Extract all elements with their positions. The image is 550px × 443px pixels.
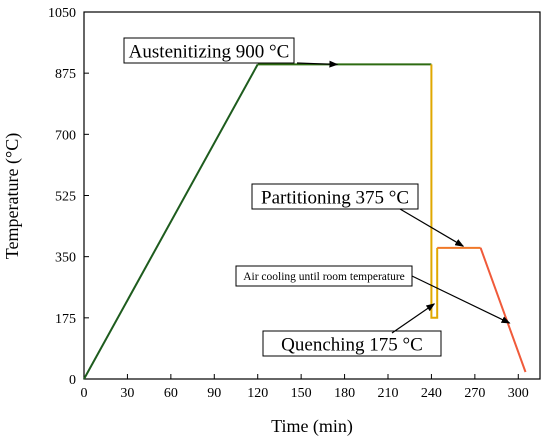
y-tick-label: 700	[55, 128, 76, 143]
x-tick-label: 240	[421, 386, 442, 401]
x-axis-title: Time (min)	[271, 416, 353, 437]
annotation-arrow	[399, 208, 465, 247]
axis-ticks: 0 30 60 90 120 150 180 210 240 270 300 0 175 350 525 70…	[48, 6, 529, 401]
annotation-label: Austenitizing 900 °C	[129, 42, 290, 63]
y-tick-label: 525	[55, 190, 76, 205]
annotation-arrow	[296, 60, 339, 68]
annotation-arrow	[391, 303, 436, 334]
x-tick-label: 180	[334, 386, 355, 401]
annotation-label: Air cooling until room temperature	[243, 271, 405, 283]
annotation-3: Air cooling until room temperature	[235, 265, 511, 324]
y-tick-label: 350	[55, 251, 76, 266]
x-tick-label: 90	[207, 386, 221, 401]
x-tick-label: 120	[247, 386, 268, 401]
y-tick-label: 875	[55, 67, 76, 82]
y-tick-label: 0	[69, 373, 76, 388]
x-tick-label: 300	[508, 386, 529, 401]
y-tick-label: 175	[55, 312, 76, 327]
annotation-box	[251, 183, 419, 210]
annotation-layer: Austenitizing 900 °C Partitioning 375 °C A…	[123, 37, 511, 357]
x-tick-label: 270	[464, 386, 485, 401]
x-tick-label: 150	[291, 386, 312, 401]
annotation-box	[123, 37, 295, 64]
annotation-arrow	[411, 275, 511, 324]
series-line-3	[430, 64, 439, 319]
annotation-label: Quenching 175 °C	[281, 335, 423, 356]
x-tick-label: 60	[164, 386, 178, 401]
annotation-label: Partitioning 375 °C	[261, 188, 409, 209]
series-layer	[83, 63, 527, 380]
x-tick-label: 0	[81, 386, 88, 401]
y-tick-label: 1050	[48, 6, 76, 21]
y-axis-title: Temperature (°C)	[2, 133, 23, 259]
x-tick-label: 210	[378, 386, 399, 401]
annotation-2: Partitioning 375 °C	[251, 183, 465, 247]
series-line-5	[479, 247, 527, 373]
series-line-1	[83, 63, 259, 380]
x-tick-label: 30	[120, 386, 134, 401]
annotation-4: Quenching 175 °C	[262, 303, 442, 357]
annotation-1: Austenitizing 900 °C	[123, 37, 339, 68]
annotation-box	[262, 330, 442, 357]
